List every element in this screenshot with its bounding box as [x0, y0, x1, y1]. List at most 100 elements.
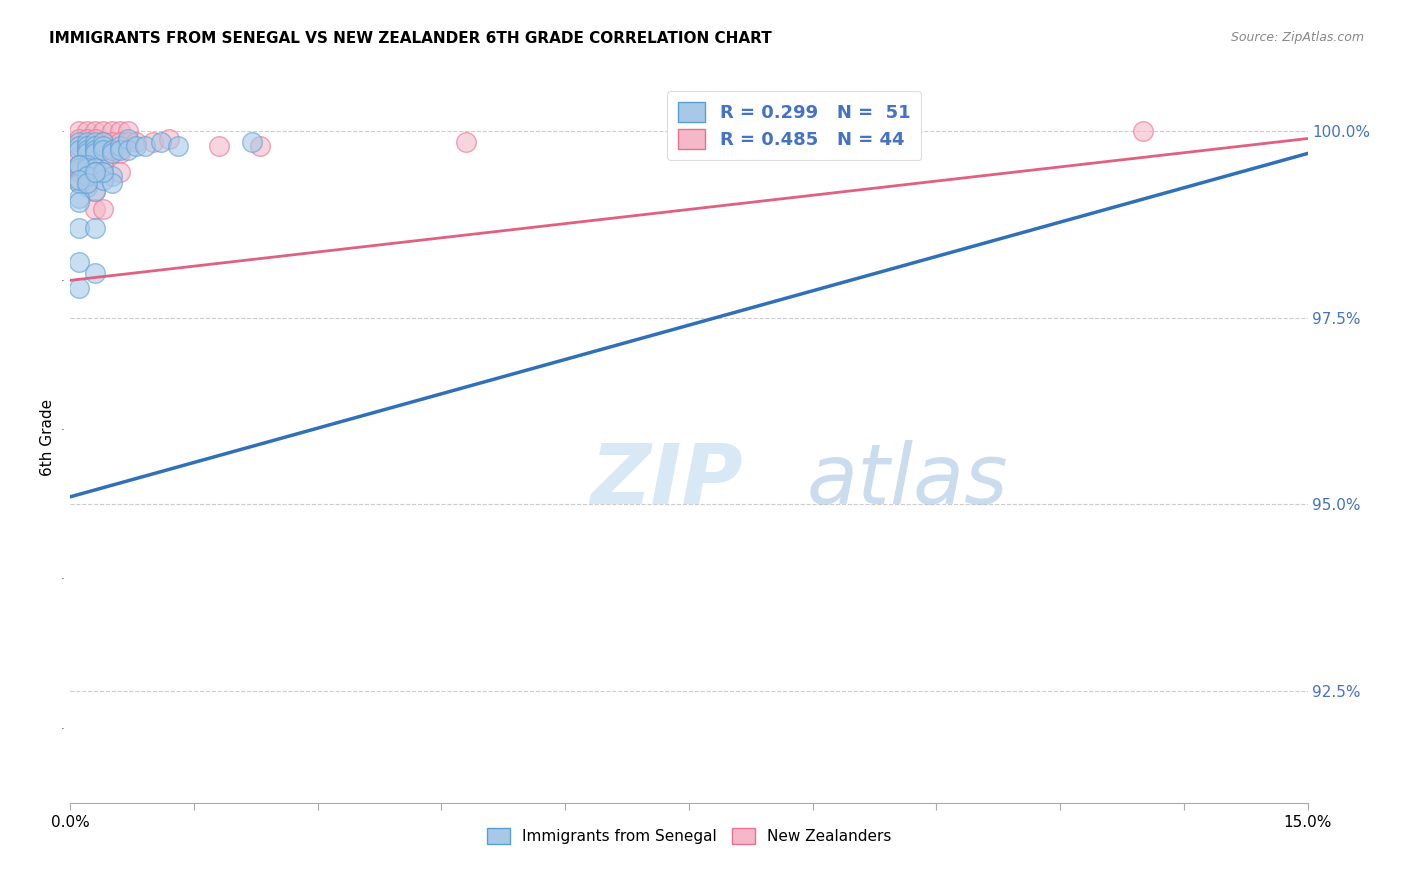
Point	[125, 139, 148, 153]
Point	[100, 135, 122, 149]
Point	[67, 124, 90, 138]
Point	[108, 165, 131, 179]
Point	[91, 135, 114, 149]
Point	[84, 184, 107, 198]
Point	[67, 281, 90, 295]
Point	[84, 221, 107, 235]
Y-axis label: 6th Grade: 6th Grade	[41, 399, 55, 475]
Point	[67, 177, 90, 191]
Point	[240, 135, 263, 149]
Point	[76, 177, 98, 191]
Point	[67, 221, 90, 235]
Point	[91, 165, 114, 179]
Point	[76, 143, 98, 157]
Point	[76, 139, 98, 153]
Point	[91, 172, 114, 186]
Legend: Immigrants from Senegal, New Zealanders: Immigrants from Senegal, New Zealanders	[481, 822, 897, 850]
Point	[108, 143, 131, 157]
Point	[91, 165, 114, 179]
Point	[91, 143, 114, 157]
Point	[117, 143, 139, 157]
Text: IMMIGRANTS FROM SENEGAL VS NEW ZEALANDER 6TH GRADE CORRELATION CHART: IMMIGRANTS FROM SENEGAL VS NEW ZEALANDER…	[49, 31, 772, 46]
Point	[67, 158, 90, 172]
Point	[100, 169, 122, 183]
Point	[84, 143, 107, 157]
Point	[125, 135, 148, 149]
Point	[91, 135, 114, 149]
Point	[142, 135, 165, 149]
Point	[67, 150, 90, 164]
Text: ZIP: ZIP	[591, 441, 742, 522]
Point	[117, 135, 139, 149]
Point	[67, 139, 90, 153]
Point	[91, 158, 114, 172]
Point	[100, 146, 122, 161]
Point	[150, 135, 173, 149]
Point	[67, 139, 90, 153]
Point	[67, 143, 90, 157]
Point	[76, 139, 98, 153]
Text: Source: ZipAtlas.com: Source: ZipAtlas.com	[1230, 31, 1364, 45]
Point	[100, 124, 122, 138]
Point	[84, 135, 107, 149]
Point	[249, 139, 271, 153]
Point	[84, 146, 107, 161]
Point	[67, 165, 90, 179]
Point	[100, 146, 122, 161]
Point	[100, 143, 122, 157]
Point	[84, 131, 107, 145]
Point	[67, 135, 90, 149]
Point	[108, 139, 131, 153]
Point	[76, 177, 98, 191]
Point	[76, 131, 98, 145]
Point	[108, 146, 131, 161]
Point	[108, 124, 131, 138]
Point	[84, 161, 107, 176]
Point	[67, 254, 90, 268]
Point	[84, 150, 107, 164]
Point	[76, 143, 98, 157]
Point	[67, 191, 90, 205]
Point	[67, 158, 90, 172]
Point	[91, 143, 114, 157]
Point	[134, 139, 156, 153]
Point	[76, 146, 98, 161]
Point	[67, 172, 90, 186]
Point	[76, 158, 98, 172]
Point	[100, 177, 122, 191]
Point	[76, 161, 98, 176]
Point	[76, 150, 98, 164]
Point	[84, 165, 107, 179]
Point	[76, 169, 98, 183]
Point	[67, 165, 90, 179]
Point	[84, 139, 107, 153]
Point	[117, 124, 139, 138]
Point	[108, 135, 131, 149]
Point	[84, 184, 107, 198]
Point	[67, 177, 90, 191]
Point	[67, 131, 90, 145]
Point	[91, 153, 114, 168]
Point	[91, 124, 114, 138]
Point	[76, 172, 98, 186]
Point	[84, 139, 107, 153]
Point	[117, 131, 139, 145]
Point	[84, 266, 107, 280]
Point	[67, 161, 90, 176]
Point	[76, 169, 98, 183]
Point	[84, 165, 107, 179]
Point	[84, 165, 107, 179]
Point	[166, 139, 188, 153]
Text: atlas: atlas	[807, 441, 1008, 522]
Point	[76, 135, 98, 149]
Point	[157, 131, 180, 145]
Point	[76, 180, 98, 194]
Point	[84, 202, 107, 217]
Point	[76, 124, 98, 138]
Point	[91, 202, 114, 217]
Point	[456, 135, 478, 149]
Point	[91, 139, 114, 153]
Point	[84, 124, 107, 138]
Point	[208, 139, 231, 153]
Point	[67, 194, 90, 209]
